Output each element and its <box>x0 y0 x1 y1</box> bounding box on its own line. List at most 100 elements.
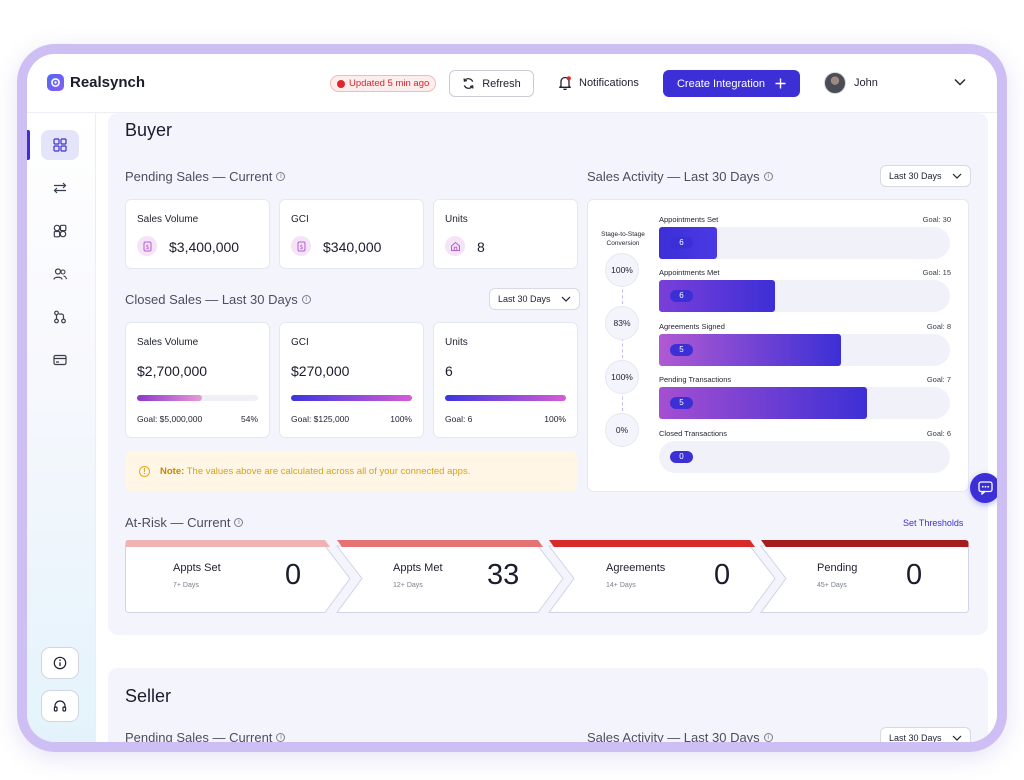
sidebar-item-workflows[interactable] <box>41 302 79 332</box>
notifications-label: Notifications <box>579 76 639 89</box>
goal-text: Goal: $125,000 <box>291 414 350 424</box>
create-integration-label: Create Integration <box>676 77 766 90</box>
seller-activity-heading: Sales Activity — Last 30 Days i <box>587 730 773 742</box>
risk-value: 33 <box>487 559 520 591</box>
seller-range-select[interactable]: Last 30 Days <box>880 727 971 742</box>
sales-activity-card: Stage-to-Stage Conversion 100% 83% 100% … <box>587 199 969 492</box>
stage-count: 5 <box>670 397 693 409</box>
sidebar <box>27 113 96 742</box>
seller-panel: Seller Pending Sales — Current i Sales A… <box>108 668 988 742</box>
goal-text: Goal: 6 <box>445 414 473 424</box>
sidebar-item-dashboard[interactable] <box>41 130 79 160</box>
sidebar-support-button[interactable] <box>41 690 79 722</box>
card-label: Units <box>445 214 468 225</box>
risk-segment <box>335 545 564 613</box>
refresh-label: Refresh <box>482 77 521 90</box>
info-icon[interactable]: i <box>234 518 244 527</box>
stage-goal: Goal: 6 <box>926 429 951 438</box>
git-branch-icon <box>54 310 66 324</box>
risk-threshold: 14+ Days <box>606 582 636 589</box>
svg-text:$: $ <box>299 243 303 251</box>
notifications-button[interactable]: Notifications <box>558 75 639 90</box>
progress-fill <box>137 395 203 401</box>
top-header: Realsynch Updated 5 min ago Refresh Noti… <box>27 54 997 113</box>
risk-value: 0 <box>285 559 302 591</box>
logo-icon <box>47 74 64 91</box>
chevron-down-icon <box>561 296 570 302</box>
risk-threshold: 12+ Days <box>393 582 423 589</box>
sidebar-item-billing[interactable] <box>41 345 79 375</box>
percent-text: 100% <box>390 414 412 424</box>
chevron-down-icon[interactable] <box>954 78 966 86</box>
stage-goal: Goal: 30 <box>922 215 951 224</box>
card-label: GCI <box>291 337 309 348</box>
plus-icon <box>775 78 786 89</box>
range-select-value: Last 30 Days <box>889 171 942 181</box>
chat-button[interactable] <box>970 473 997 503</box>
info-icon[interactable]: i <box>276 733 286 742</box>
note-banner: ! Note: The values above are calculated … <box>125 451 577 491</box>
info-icon <box>53 656 67 670</box>
sidebar-active-indicator <box>27 130 30 160</box>
refresh-button[interactable]: Refresh <box>449 70 534 97</box>
risk-value: 0 <box>906 559 923 591</box>
progress-fill <box>445 395 566 401</box>
headphones-icon <box>53 700 67 712</box>
seller-activity-title: Sales Activity — Last 30 Days <box>587 730 760 742</box>
users-icon <box>53 268 67 280</box>
user-menu[interactable]: John <box>824 72 878 94</box>
note-body: The values above are calculated across a… <box>186 465 471 477</box>
stage-bar: 5 <box>659 334 950 366</box>
closed-sales-heading: Closed Sales — Last 30 Days i <box>125 292 311 307</box>
logo[interactable]: Realsynch <box>47 74 145 91</box>
stage-label: Agreements Signed <box>659 322 725 331</box>
info-icon[interactable]: i <box>276 172 286 181</box>
set-thresholds-link[interactable]: Set Thresholds <box>903 518 964 528</box>
main-content: Buyer Pending Sales — Current i Sales Vo… <box>96 113 997 742</box>
info-icon[interactable]: i <box>301 295 311 304</box>
house-icon <box>445 236 465 256</box>
stage-bar: 0 <box>659 441 950 473</box>
sidebar-item-integrations[interactable] <box>41 216 79 246</box>
closed-sales-range-select[interactable]: Last 30 Days <box>489 288 580 310</box>
risk-threshold: 45+ Days <box>817 582 847 589</box>
sidebar-item-users[interactable] <box>41 259 79 289</box>
info-icon[interactable]: i <box>763 733 773 742</box>
at-risk-title: At-Risk — Current <box>125 515 231 530</box>
risk-color-bar <box>337 540 543 547</box>
credit-card-icon <box>53 354 67 366</box>
card-label: Sales Volume <box>137 337 199 348</box>
conversion-connector <box>622 284 623 304</box>
risk-label: Appts Met <box>393 562 443 574</box>
sidebar-item-sync[interactable] <box>41 173 79 203</box>
sidebar-info-button[interactable] <box>41 647 79 679</box>
arrows-swap-icon <box>53 182 67 194</box>
refresh-icon <box>463 78 474 89</box>
card-label: GCI <box>291 214 309 225</box>
svg-text:$: $ <box>145 243 149 251</box>
risk-label: Agreements <box>606 562 666 574</box>
create-integration-button[interactable]: Create Integration <box>663 70 800 97</box>
stage-label: Appointments Met <box>659 268 720 277</box>
conversion-connector <box>622 391 623 411</box>
risk-color-bar <box>125 540 330 547</box>
risk-segment <box>547 545 776 613</box>
stage-count: 6 <box>670 290 693 302</box>
card-value: $270,000 <box>291 363 350 379</box>
stage-bar: 6 <box>659 280 950 312</box>
progress-bar <box>445 395 566 401</box>
closed-card-units: Units 6 Goal: 6 100% <box>433 322 578 438</box>
sales-activity-range-select[interactable]: Last 30 Days <box>880 165 971 187</box>
app-name: Realsynch <box>70 74 146 91</box>
note-prefix: Note: <box>160 465 185 477</box>
stage-label: Appointments Set <box>659 215 719 224</box>
stage-count: 5 <box>670 344 693 356</box>
status-badge-text: Updated 5 min ago <box>349 78 430 89</box>
stage-bar-fill <box>659 387 867 419</box>
conversion-connector <box>622 338 623 358</box>
info-icon[interactable]: i <box>763 172 773 181</box>
risk-label: Pending <box>817 562 858 574</box>
stage-bar: 6 <box>659 227 950 259</box>
stage-count: 0 <box>670 451 693 463</box>
risk-color-bar <box>549 540 755 547</box>
